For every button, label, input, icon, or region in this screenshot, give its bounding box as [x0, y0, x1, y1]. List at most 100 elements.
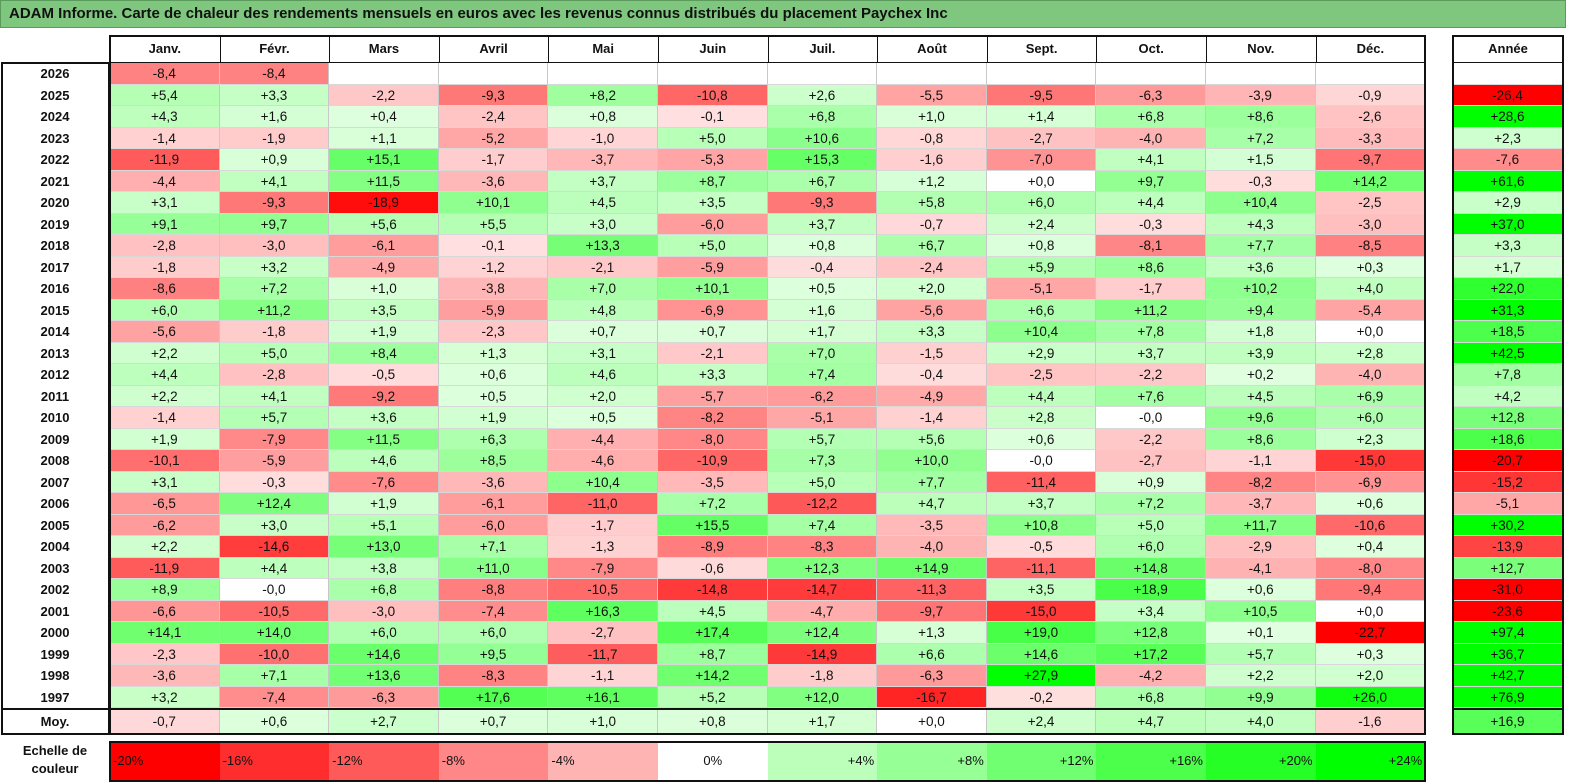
- heatmap-cell: -11,1: [986, 557, 1097, 579]
- month-header: Mars: [368, 41, 400, 56]
- heatmap-cell: +6,8: [329, 579, 439, 601]
- heatmap-cell: -4,9: [877, 385, 987, 407]
- heatmap-cell: -4,0: [1096, 127, 1206, 149]
- heatmap-cell: +0,5: [548, 407, 658, 429]
- heatmap-cell: -2,5: [1315, 192, 1426, 214]
- heatmap-cell: -1,9: [219, 127, 330, 149]
- average-cell: +2,7: [329, 710, 439, 734]
- year-label: 1997: [40, 689, 70, 705]
- heatmap-cell: -3,6: [438, 471, 549, 493]
- average-cell: +4,0: [1206, 710, 1316, 734]
- scale-step: +12%: [986, 742, 1097, 780]
- average-cell: +0,8: [658, 710, 768, 734]
- heatmap-cell: -0,3: [1096, 213, 1206, 235]
- heatmap-cell: +1,2: [877, 170, 987, 192]
- heatmap-cell: -1,4: [110, 127, 220, 149]
- heatmap-cell: +1,7: [767, 321, 878, 343]
- heatmap-cell: +9,5: [438, 643, 549, 665]
- year-label: 2017: [40, 259, 70, 275]
- heatmap-cell: -6,0: [658, 213, 768, 235]
- average-cell: -1,6: [1315, 710, 1426, 734]
- heatmap-cell: -15,0: [986, 600, 1097, 622]
- heatmap-cell: +2,2: [1206, 665, 1316, 687]
- year-label: 2012: [40, 367, 70, 382]
- year-label: 2004: [40, 539, 70, 554]
- header-column-divider: [658, 37, 659, 62]
- header-column-divider: [986, 37, 988, 62]
- heatmap-cell: -2,8: [110, 235, 220, 257]
- heatmap-cell: +9,7: [219, 213, 330, 235]
- heatmap-cell: -0,5: [329, 364, 439, 386]
- heatmap-cell: -11,4: [986, 471, 1097, 493]
- average-cell: +4,7: [1096, 710, 1206, 734]
- heatmap-cell: -4,6: [548, 450, 658, 472]
- average-cell: -0,7: [110, 710, 220, 734]
- heatmap-cell: +5,9: [986, 256, 1097, 278]
- heatmap-cell: +0,9: [1096, 471, 1206, 493]
- year-total-cell: -20,7: [1453, 450, 1563, 472]
- heatmap-cell: -8,8: [438, 579, 549, 601]
- year-label: 2010: [40, 410, 70, 425]
- year-label: 2025: [40, 87, 70, 103]
- heatmap-cell: +4,3: [1206, 213, 1316, 235]
- heatmap-cell: +8,7: [658, 170, 768, 192]
- heatmap-cell: -9,3: [438, 84, 549, 106]
- heatmap-cell: +2,0: [877, 278, 987, 300]
- average-cell: +0,7: [438, 710, 549, 734]
- heatmap-cell: +0,3: [1315, 256, 1426, 278]
- heatmap-cell: +4,3: [110, 106, 220, 128]
- heatmap-cell: +9,6: [1206, 407, 1316, 429]
- average-cell: +0,0: [877, 710, 987, 734]
- heatmap-cell: +4,1: [219, 385, 330, 407]
- heatmap-cell: -4,2: [1096, 665, 1206, 687]
- year-total-cell: +12,7: [1453, 557, 1563, 579]
- heatmap-cell: -3,0: [329, 600, 439, 622]
- year-total-cell: -13,9: [1453, 536, 1563, 558]
- heatmap-cell: +7,0: [767, 342, 878, 364]
- heatmap-cell: +5,0: [658, 235, 768, 257]
- heatmap-cell: +14,0: [219, 622, 330, 644]
- heatmap-cell: -5,6: [877, 299, 987, 321]
- heatmap-cell: +5,0: [658, 127, 768, 149]
- heatmap-cell: -10,1: [110, 450, 220, 472]
- heatmap-cell: -1,6: [877, 149, 987, 171]
- heatmap-cell: -4,1: [1206, 557, 1316, 579]
- heatmap-cell: -4,4: [548, 428, 658, 450]
- heatmap-cell: -6,5: [110, 493, 220, 515]
- heatmap-cell: -6,6: [110, 600, 220, 622]
- year-total-cell: +76,9: [1453, 686, 1563, 708]
- heatmap-cell: +0,2: [1206, 364, 1316, 386]
- heatmap-cell: +3,5: [329, 299, 439, 321]
- heatmap-cell: +7,4: [767, 514, 878, 536]
- scale-step: -16%: [219, 742, 330, 780]
- heatmap-cell: +26,0: [1315, 686, 1426, 708]
- heatmap-cell: +9,9: [1206, 686, 1316, 708]
- heatmap-cell: +11,5: [329, 428, 439, 450]
- heatmap-cell: -11,0: [548, 493, 658, 515]
- heatmap-cell: -0,9: [1315, 84, 1426, 106]
- heatmap-cell: +7,4: [767, 364, 878, 386]
- heatmap-cell: +7,0: [548, 278, 658, 300]
- heatmap-cell: -5,9: [658, 256, 768, 278]
- average-label: Moy.: [40, 714, 70, 729]
- heatmap-cell: -10,0: [219, 643, 330, 665]
- heatmap-cell: +3,8: [329, 557, 439, 579]
- header-column-divider: [1206, 37, 1207, 62]
- heatmap-cell: +7,1: [219, 665, 330, 687]
- heatmap-cell: -8,6: [110, 278, 220, 300]
- heatmap-cell: +4,6: [548, 364, 658, 386]
- header-column-divider: [1315, 37, 1317, 62]
- heatmap-cell: +3,7: [767, 213, 878, 235]
- heatmap-cell: -3,0: [1315, 213, 1426, 235]
- heatmap-cell: +4,7: [877, 493, 987, 515]
- heatmap-cell: -0,6: [658, 557, 768, 579]
- heatmap-cell: +8,6: [1206, 428, 1316, 450]
- heatmap-cell: +0,0: [1315, 600, 1426, 622]
- heatmap-cell: -0,1: [658, 106, 768, 128]
- scale-step: +24%: [1315, 742, 1426, 780]
- heatmap-cell: +0,8: [986, 235, 1097, 257]
- heatmap-cell: +4,0: [1315, 278, 1426, 300]
- average-cell: +0,6: [219, 710, 330, 734]
- heatmap-cell: -10,6: [1315, 514, 1426, 536]
- heatmap-cell: +3,3: [877, 321, 987, 343]
